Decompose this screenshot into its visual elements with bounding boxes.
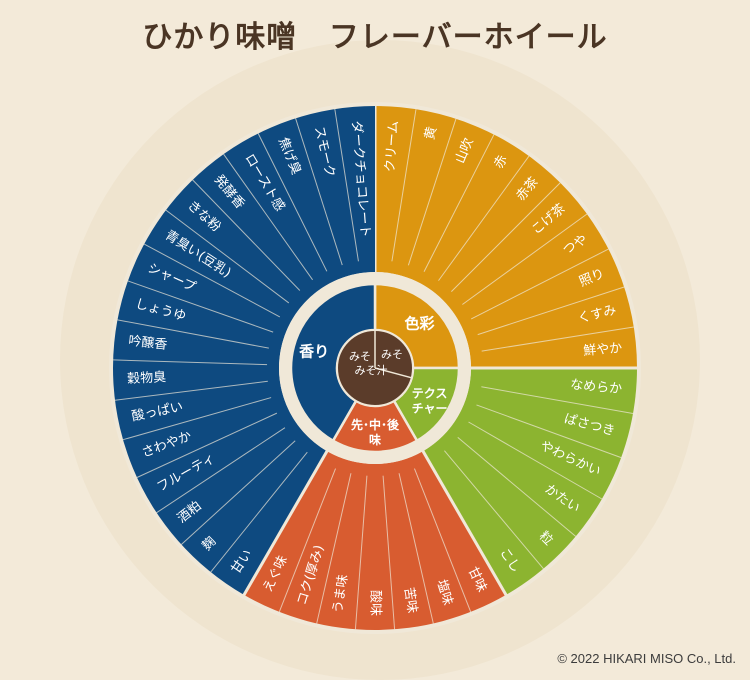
page-title: ひかり味噌 フレーバーホイール bbox=[0, 12, 750, 56]
category-sector-taste bbox=[244, 451, 506, 630]
item-divider bbox=[156, 427, 286, 514]
flavor-item-label: なめらか bbox=[570, 378, 623, 397]
item-divider bbox=[471, 248, 609, 320]
category-label: テクスチャー bbox=[412, 387, 448, 416]
flavor-item-label: 苦味 bbox=[401, 586, 421, 614]
category-label: 先･中･後味 bbox=[351, 417, 400, 447]
item-divider bbox=[165, 209, 290, 304]
item-divider bbox=[451, 182, 561, 292]
item-divider bbox=[462, 213, 588, 305]
item-divider bbox=[143, 243, 281, 318]
flavor-item-label: 穀物臭 bbox=[127, 370, 167, 387]
item-divider bbox=[444, 450, 544, 570]
title-brand: ひかり味噌 bbox=[142, 20, 298, 55]
item-divider bbox=[122, 397, 272, 441]
category-sector-aroma bbox=[112, 106, 375, 595]
flavor-item-label: うま味 bbox=[331, 574, 352, 615]
item-divider bbox=[413, 468, 472, 613]
item-divider bbox=[257, 133, 328, 272]
item-divider bbox=[113, 359, 268, 366]
flavor-item-label: 塩味 bbox=[433, 578, 455, 607]
flavor-item-label: 酸味 bbox=[368, 590, 383, 616]
item-divider bbox=[423, 134, 495, 272]
item-divider bbox=[192, 179, 301, 291]
copyright-notice: © 2022 HIKARI MISO Co., Ltd. bbox=[557, 651, 736, 666]
item-divider bbox=[382, 475, 396, 630]
category-sector-texture bbox=[423, 368, 637, 595]
item-divider bbox=[334, 109, 359, 262]
item-divider bbox=[223, 153, 314, 281]
item-divider bbox=[481, 326, 634, 352]
item-divider bbox=[354, 475, 368, 630]
item-divider bbox=[114, 380, 268, 401]
flavor-item-label: 鮮やか bbox=[583, 341, 623, 359]
item-divider bbox=[127, 280, 274, 333]
flavor-item-label: クリーム bbox=[383, 120, 402, 173]
item-divider bbox=[278, 468, 337, 613]
center-label-miso: みそ bbox=[381, 348, 403, 361]
item-divider bbox=[117, 319, 269, 349]
item-divider bbox=[477, 286, 625, 336]
category-label: 香り bbox=[299, 343, 329, 361]
center-label-misoshiru: みそみそ汁 bbox=[349, 350, 388, 377]
item-divider bbox=[481, 386, 634, 414]
item-divider bbox=[476, 404, 622, 459]
item-divider bbox=[210, 451, 308, 573]
category-label: 色彩 bbox=[405, 314, 435, 332]
item-divider bbox=[295, 118, 343, 266]
center-divider bbox=[374, 367, 412, 379]
item-divider bbox=[457, 437, 577, 537]
item-divider bbox=[316, 473, 352, 624]
item-divider bbox=[438, 155, 530, 281]
item-divider bbox=[181, 440, 296, 545]
item-divider bbox=[398, 473, 434, 624]
item-divider bbox=[468, 421, 603, 500]
item-divider bbox=[407, 118, 457, 266]
item-divider bbox=[391, 109, 417, 262]
flavor-item-label: 黄 bbox=[423, 125, 441, 141]
title-subject: フレーバーホイール bbox=[328, 20, 608, 55]
item-divider bbox=[136, 412, 278, 478]
flavor-item-label: 吟醸香 bbox=[128, 333, 169, 353]
